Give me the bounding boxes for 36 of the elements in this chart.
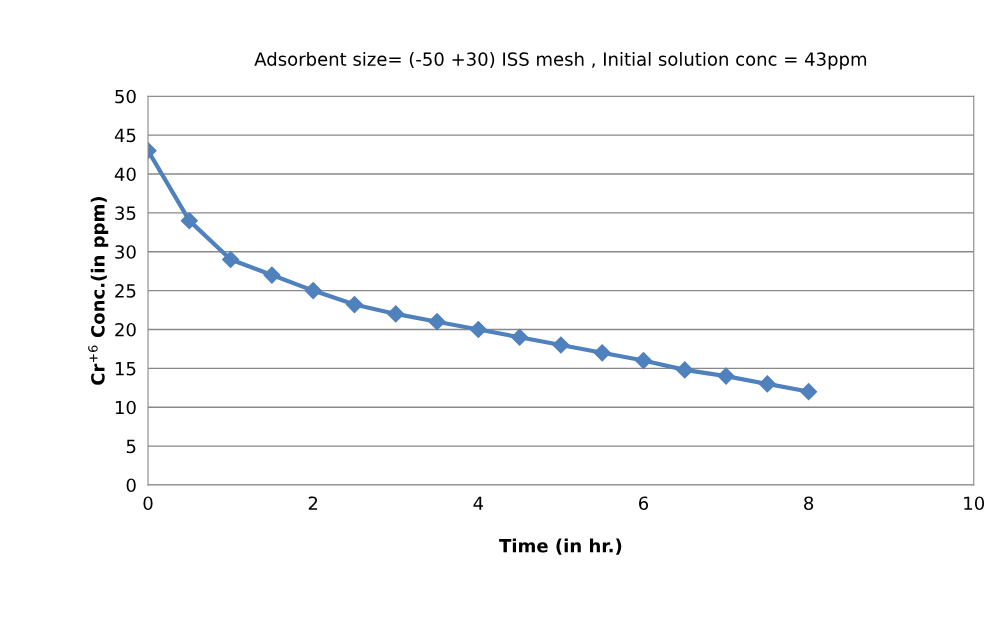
point [552,336,570,354]
x-tick-label: 6 [638,496,649,511]
point [511,328,529,346]
point [263,266,281,284]
point [304,282,322,300]
point [469,320,487,339]
y-tick-label: 5 [126,439,136,454]
y-tick-label: 0 [126,478,136,493]
point [180,212,198,230]
y-tick-label: 25 [115,284,136,298]
x-tick-label: 8 [804,496,814,511]
y-tick-label: 35 [115,206,136,220]
point [758,375,776,393]
point [676,361,694,379]
point [717,367,735,385]
point [593,344,611,362]
point [222,250,240,269]
point [345,296,364,314]
point [800,383,818,401]
point [428,313,446,331]
y-tick-label: 20 [115,322,136,337]
point [634,352,653,370]
y-axis-title: Cr$^{+6}$ Conc.(in ppm) [88,197,109,385]
y-tick-label: 30 [115,245,136,259]
x-tick-label: 2 [308,496,318,510]
point [387,305,405,323]
y-tick-label: 45 [114,128,136,143]
y-tick-label: 15 [115,362,136,376]
x-tick-label: 10 [964,496,985,511]
y-tick-label: 40 [114,167,136,182]
x-axis-title: Time (in hr.) [499,538,622,555]
x-tick-label: 0 [143,496,153,511]
chart-title: Adsorbent size= (-50 +30) ISS mesh , Initial solution conc = 43ppm [254,51,867,70]
y-tick-label: 50 [115,89,136,104]
x-tick-label: 4 [473,496,484,510]
y-tick-label: 10 [115,400,136,415]
